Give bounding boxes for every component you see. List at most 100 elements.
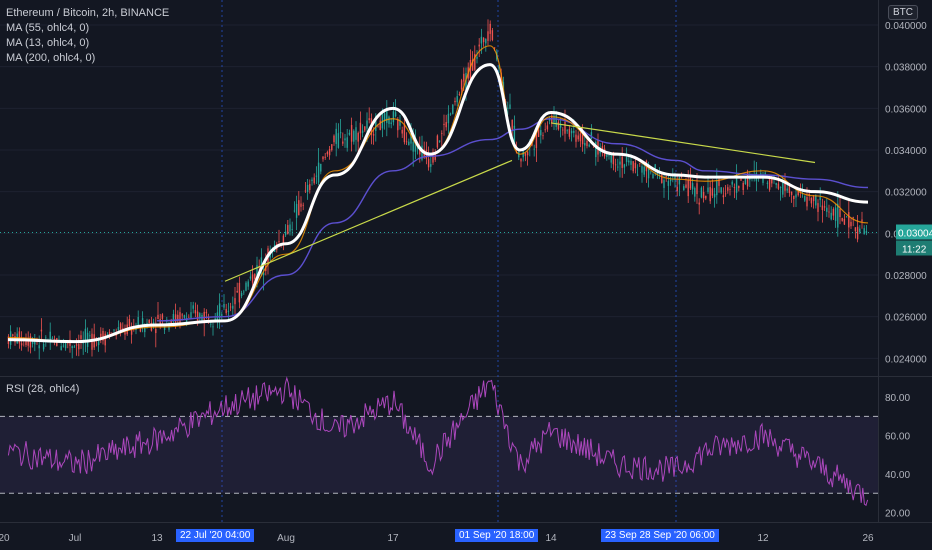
currency-button[interactable]: BTC — [888, 5, 918, 20]
candle-body — [650, 171, 652, 173]
ma13-line — [7, 63, 869, 344]
candle-body — [513, 125, 516, 143]
candle-body — [735, 174, 738, 193]
candle-body — [817, 203, 819, 212]
candle-body — [452, 104, 454, 114]
candle-body — [320, 163, 322, 172]
candle-body — [388, 116, 390, 124]
candle-body — [218, 303, 221, 319]
candle-body — [434, 153, 436, 160]
candle-body — [117, 327, 120, 331]
candle-body — [632, 161, 634, 172]
candle-body — [401, 129, 403, 134]
candle-body — [463, 73, 465, 82]
rsi-band-fill — [0, 416, 878, 494]
candle-body — [639, 163, 641, 165]
time-highlight-3: 23 Sep 28 Sep '20 06:00 — [601, 529, 719, 542]
candle-body — [480, 36, 483, 44]
candle-body — [25, 341, 27, 346]
candle-body — [392, 111, 395, 123]
candle-body — [137, 317, 139, 328]
candle-body — [700, 187, 703, 198]
ma200-legend[interactable]: MA (200, ohlc4, 0) — [6, 52, 96, 64]
candle-body — [782, 180, 784, 195]
candle-body — [361, 130, 364, 133]
candle-body — [454, 100, 456, 103]
candle-body — [810, 197, 813, 204]
candle-body — [155, 329, 157, 334]
candle-body — [742, 182, 744, 191]
candle-body — [432, 151, 434, 163]
candle-body — [749, 178, 751, 180]
candle-body — [207, 317, 210, 320]
candle-body — [64, 341, 67, 349]
candle-body — [696, 183, 698, 195]
candle-body — [377, 126, 379, 128]
symbol-title[interactable]: Ethereum / Bitcoin, 2h, BINANCE — [6, 7, 170, 19]
candle-body — [89, 335, 91, 337]
candle-body — [511, 119, 513, 131]
candle-body — [623, 164, 626, 168]
candle-body — [856, 226, 859, 240]
candle-body — [278, 241, 280, 243]
candle-body — [764, 172, 766, 175]
candle-body — [837, 203, 839, 228]
candle-body — [119, 323, 122, 334]
candle-body — [821, 205, 824, 211]
candle-body — [71, 346, 73, 349]
candle-body — [337, 133, 340, 148]
candle-body — [190, 312, 192, 319]
ma55-legend[interactable]: MA (55, ohlc4, 0) — [6, 22, 90, 34]
candle-body — [674, 173, 676, 180]
price-tick-label: 0.024000 — [885, 354, 927, 365]
candle-body — [122, 328, 124, 330]
candle-body — [221, 314, 223, 316]
candle-body — [667, 180, 670, 186]
candle-body — [328, 149, 331, 156]
chart-legend: Ethereum / Bitcoin, 2h, BINANCE MA (55, … — [6, 6, 169, 66]
candle-body — [192, 305, 194, 309]
candle-body — [634, 162, 637, 169]
candle-body — [656, 171, 659, 175]
candle-body — [830, 212, 832, 220]
candle-body — [348, 132, 351, 135]
candle-body — [181, 314, 183, 316]
candle-body — [702, 191, 705, 199]
candle-body — [161, 314, 164, 319]
candle-body — [430, 164, 432, 167]
candle-body — [445, 122, 447, 128]
ma13-legend[interactable]: MA (13, ohlc4, 0) — [6, 37, 90, 49]
time-tick-label: 14 — [545, 533, 557, 544]
candle-body — [850, 221, 852, 227]
candle-body — [590, 132, 593, 140]
candle-body — [786, 188, 788, 191]
candle-body — [247, 281, 249, 287]
candle-body — [412, 141, 414, 152]
candle-body — [188, 316, 190, 318]
candle-body — [317, 162, 320, 183]
candle-body — [489, 23, 491, 34]
candle-body — [236, 290, 238, 293]
candle-body — [535, 131, 538, 149]
rsi-legend[interactable]: RSI (28, ohlc4) — [6, 383, 80, 395]
candle-body — [487, 31, 489, 41]
candle-body — [399, 119, 401, 126]
time-tick-label: Jul — [69, 533, 82, 544]
candle-body — [790, 191, 793, 195]
candle-body — [414, 138, 417, 152]
last-price-label: 0.030040 — [898, 229, 932, 240]
candle-body — [691, 183, 694, 190]
candle-body — [262, 272, 265, 276]
candle-body — [588, 144, 590, 147]
candle-body — [460, 80, 463, 90]
candle-body — [729, 189, 731, 190]
candle-body — [768, 175, 771, 190]
candle-body — [482, 37, 485, 43]
candle-body — [287, 225, 289, 235]
price-tick-label: 0.036000 — [885, 104, 927, 115]
candle-body — [458, 94, 461, 96]
candle-body — [694, 188, 696, 197]
candle-body — [293, 210, 296, 212]
candle-body — [562, 129, 564, 131]
